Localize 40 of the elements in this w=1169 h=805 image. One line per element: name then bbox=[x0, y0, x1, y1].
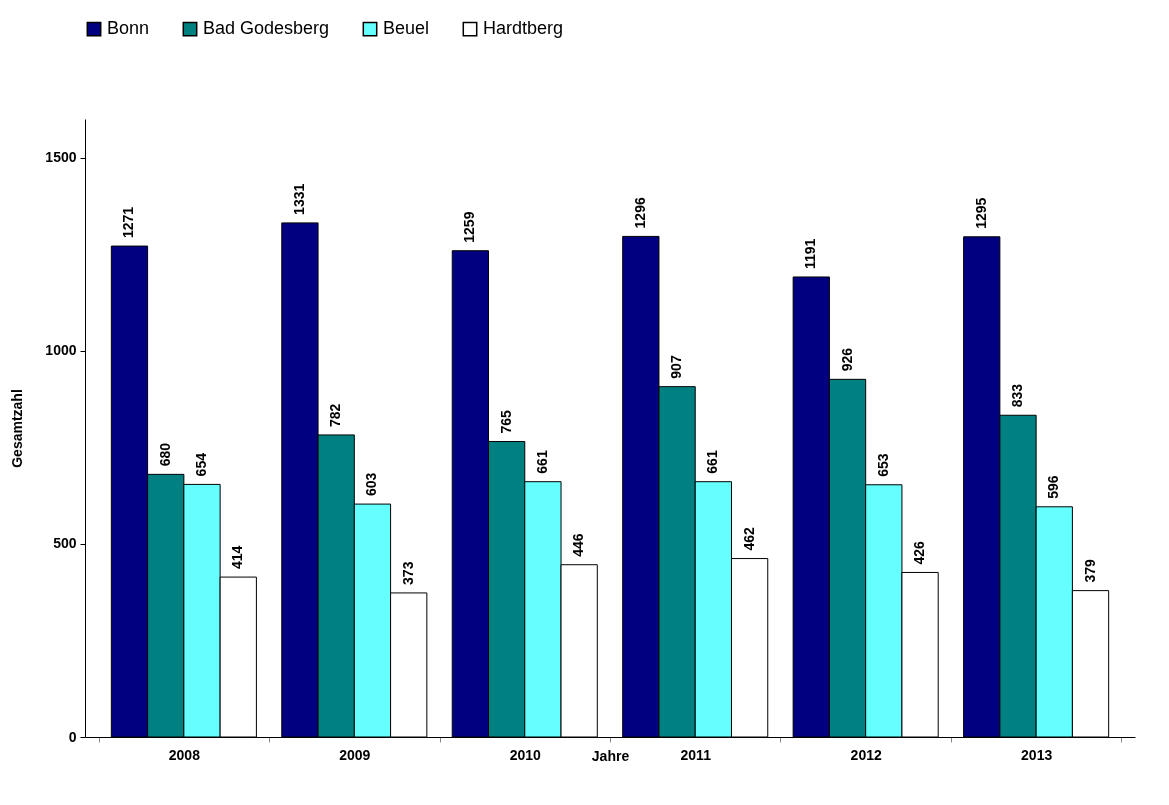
data-label: 680 bbox=[156, 442, 173, 467]
x-tick-label: 2011 bbox=[680, 746, 712, 763]
y-tick-label: 0 bbox=[68, 728, 77, 745]
data-label: 661 bbox=[533, 450, 550, 474]
x-tick-label: 2012 bbox=[850, 746, 882, 763]
data-label: 426 bbox=[911, 540, 928, 565]
y-tick-label: 1000 bbox=[45, 342, 77, 359]
legend-label: Hardtberg bbox=[483, 18, 564, 39]
y-tick-label: 1500 bbox=[45, 149, 77, 166]
data-label: 765 bbox=[497, 409, 514, 434]
data-label: 926 bbox=[838, 347, 855, 372]
data-label: 446 bbox=[570, 533, 587, 557]
y-tick-label: 500 bbox=[53, 535, 77, 552]
data-label: 661 bbox=[704, 450, 721, 474]
data-label: 379 bbox=[1081, 559, 1098, 583]
legend-label: Bonn bbox=[107, 18, 150, 39]
data-label: 782 bbox=[327, 403, 344, 427]
x-axis-title: Jahre bbox=[591, 747, 630, 764]
data-label: 833 bbox=[1009, 383, 1025, 408]
data-label: 603 bbox=[363, 472, 380, 497]
data-label: 653 bbox=[874, 453, 891, 477]
data-label: 1271 bbox=[120, 206, 137, 239]
data-label: 596 bbox=[1045, 475, 1062, 499]
data-label: 1191 bbox=[802, 238, 819, 269]
data-label: 373 bbox=[399, 561, 416, 585]
data-label: 462 bbox=[740, 526, 757, 551]
y-axis-title: Gesamtzahl bbox=[9, 389, 26, 468]
data-label: 907 bbox=[668, 355, 685, 379]
x-tick-label: 2008 bbox=[168, 746, 201, 763]
data-label: 1331 bbox=[290, 183, 307, 215]
x-tick-label: 2013 bbox=[1021, 746, 1053, 763]
data-label: 1259 bbox=[461, 211, 478, 243]
data-label: 654 bbox=[193, 452, 209, 477]
data-label: 1296 bbox=[631, 197, 648, 229]
legend-label: Bad Godesberg bbox=[203, 18, 330, 39]
legend-label: Beuel bbox=[383, 18, 430, 39]
data-label: 1295 bbox=[972, 197, 989, 229]
data-label: 414 bbox=[229, 545, 246, 570]
x-tick-label: 2009 bbox=[339, 746, 371, 763]
x-tick-label: 2010 bbox=[509, 746, 542, 763]
